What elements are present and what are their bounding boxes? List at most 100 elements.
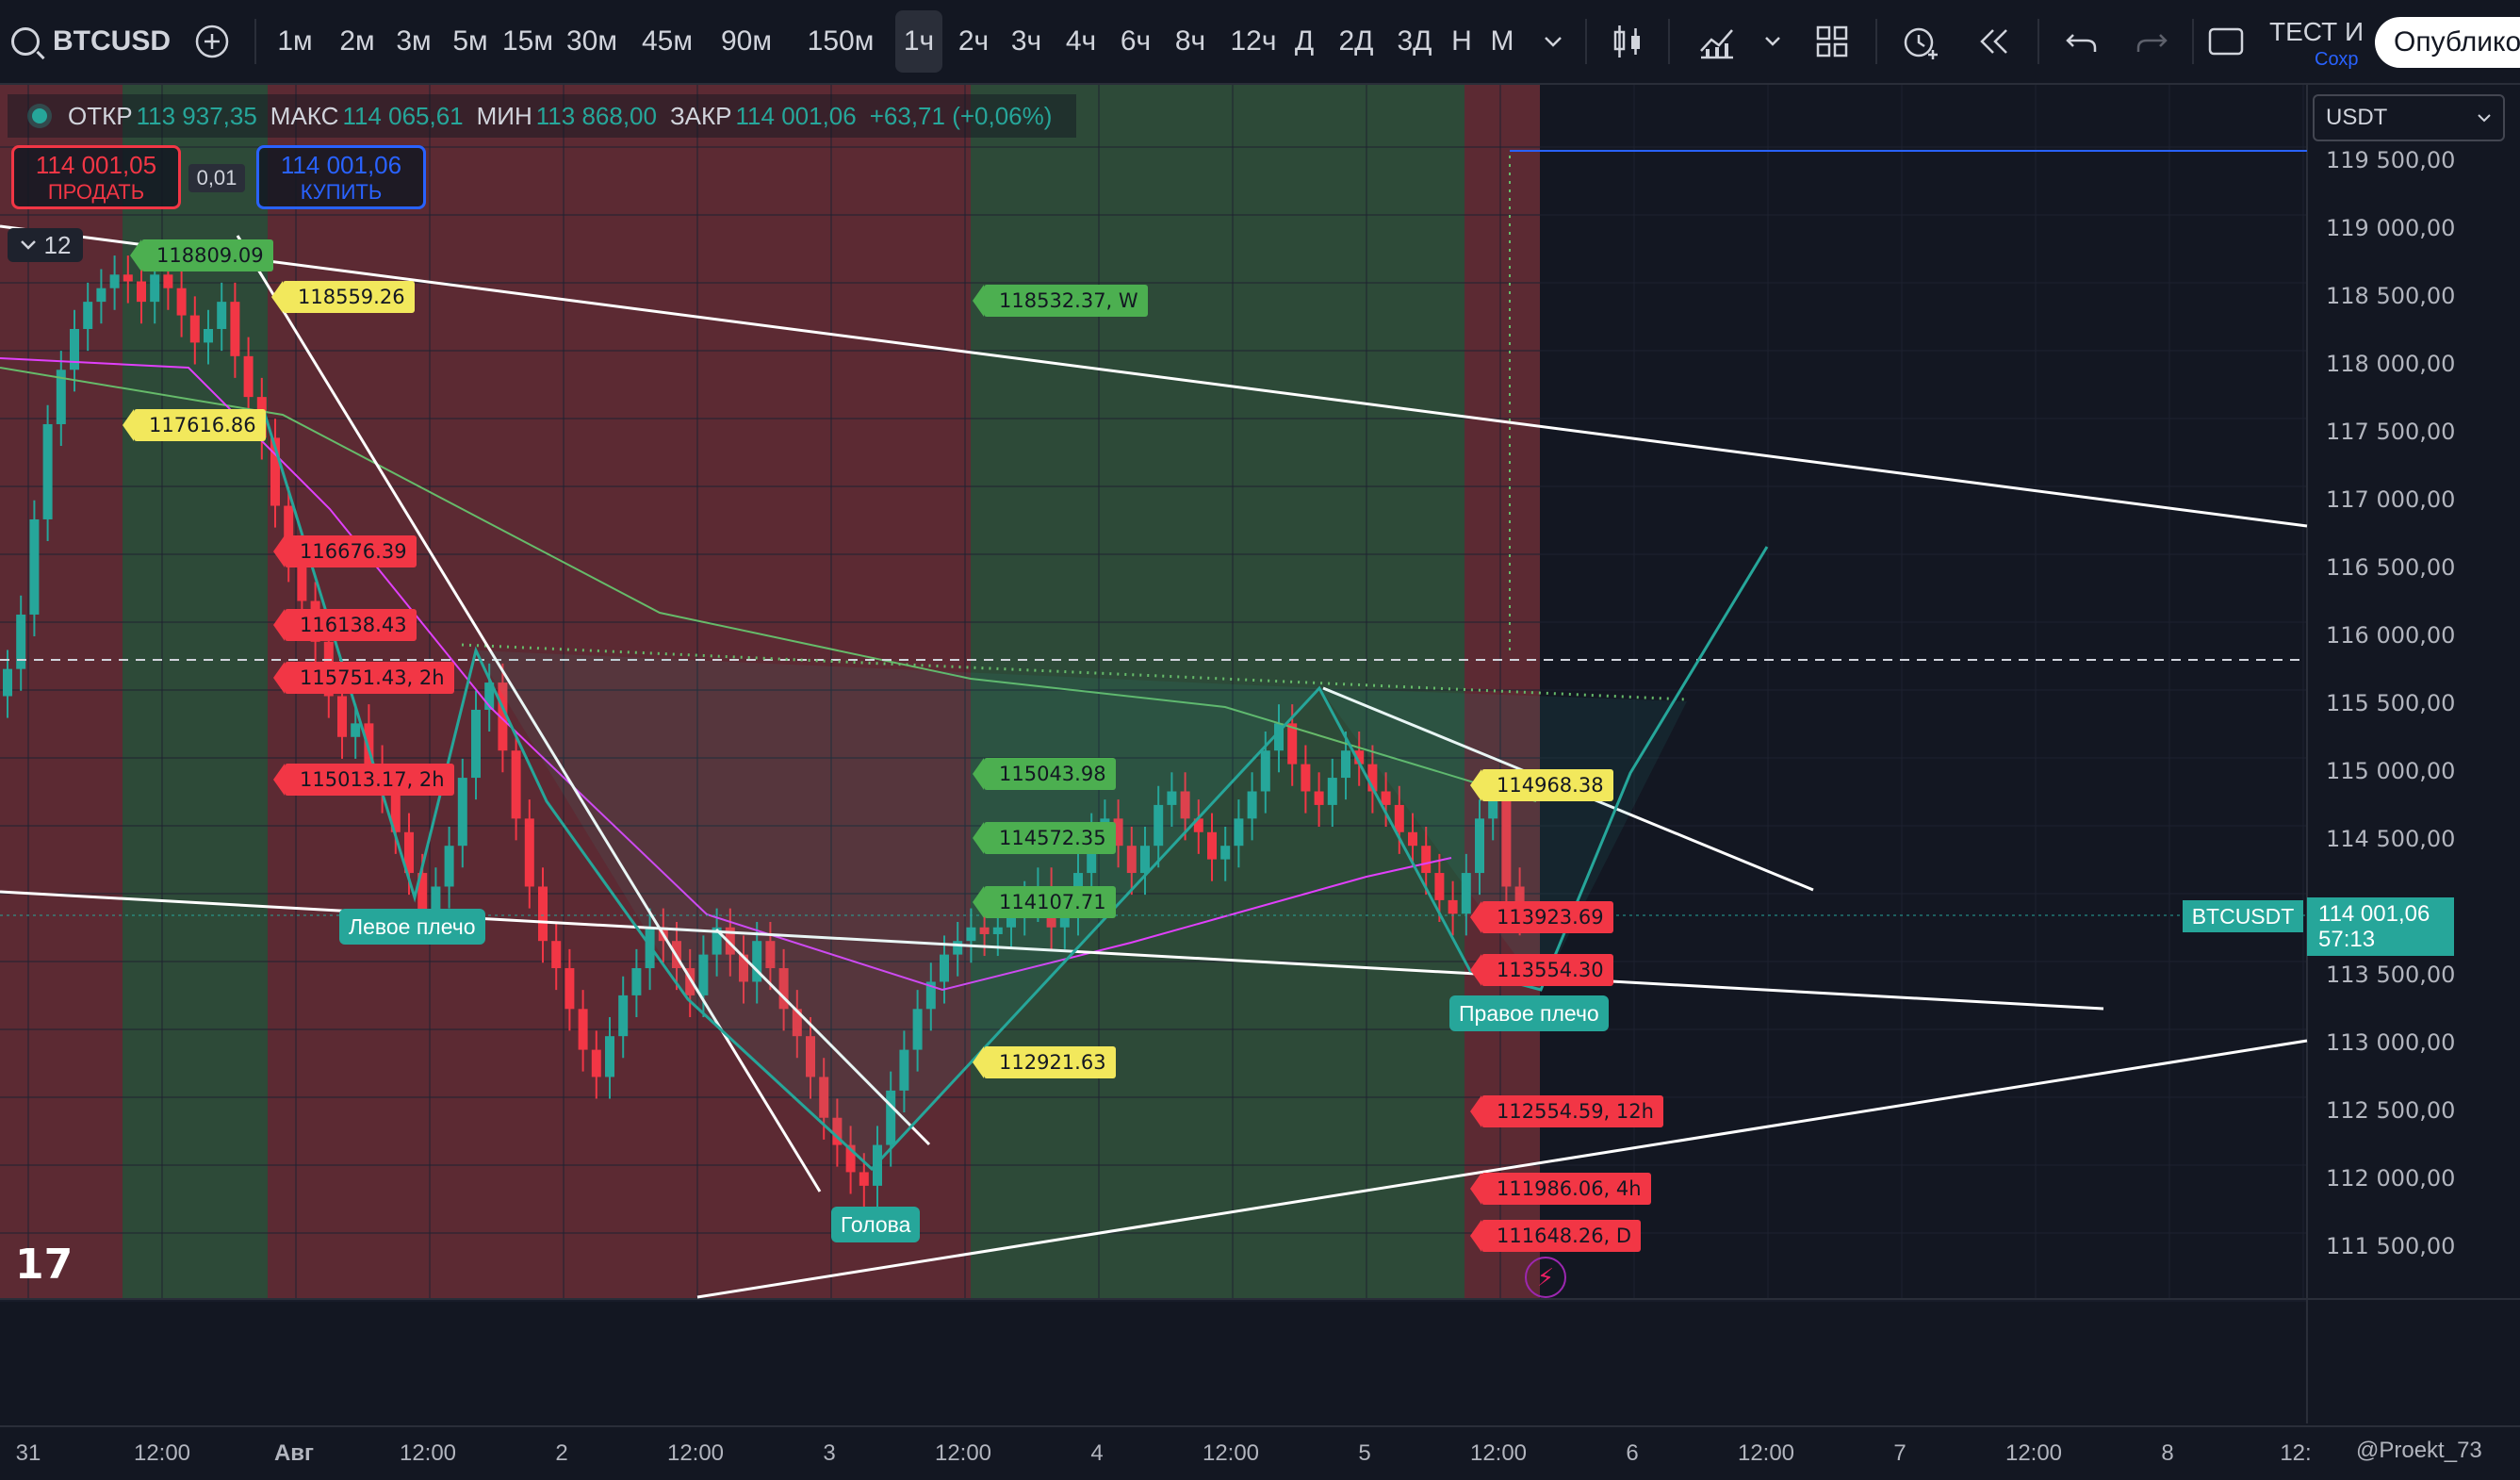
fullscreen-button[interactable] — [2205, 0, 2247, 83]
candle-body — [1006, 913, 1016, 928]
candle-body — [1314, 791, 1324, 805]
top-toolbar: BTCUSD 1м 2м 3м 5м 15м 30м 45м 90м 150м 1ч 2ч 3ч 4ч 6… — [0, 0, 2520, 85]
candle-body — [1461, 873, 1471, 914]
level-label[interactable]: 111648.26, D — [1469, 1220, 1642, 1252]
quantity-field[interactable]: 0,01 — [188, 164, 245, 192]
candle-body — [204, 328, 213, 343]
plus-circle-icon — [195, 25, 229, 58]
level-label[interactable]: 113554.30 — [1470, 954, 1613, 986]
time-tick: 4 — [1090, 1440, 1104, 1466]
indicators-button[interactable] — [1696, 0, 1738, 83]
interval-5[interactable]: 30м — [566, 25, 617, 57]
interval-7[interactable]: 90м — [721, 25, 772, 57]
interval-20[interactable]: М — [1490, 25, 1514, 57]
indicators-dropdown[interactable] — [1759, 0, 1787, 83]
level-label[interactable]: 114107.71 — [973, 886, 1116, 918]
candle-body — [351, 723, 361, 737]
redo-button[interactable] — [2132, 0, 2173, 83]
level-label[interactable]: 116138.43 — [273, 609, 417, 641]
undo-button[interactable] — [2060, 0, 2102, 83]
level-label[interactable]: 118559.26 — [271, 281, 415, 313]
interval-10[interactable]: 2ч — [957, 25, 990, 57]
level-label[interactable]: 113923.69 — [1470, 901, 1613, 933]
layouts-button[interactable] — [1811, 0, 1853, 83]
left-shoulder-label[interactable]: Левое плечо — [339, 909, 485, 945]
interval-8[interactable]: 150м — [807, 25, 875, 57]
level-label[interactable]: 115751.43, 2h — [273, 662, 454, 694]
head-label[interactable]: Голова — [831, 1207, 921, 1242]
interval-6[interactable]: 45м — [642, 25, 693, 57]
candle-body — [1448, 899, 1458, 914]
candle-body — [1408, 831, 1417, 847]
candle-body — [538, 886, 548, 942]
price-tick: 116 000,00 — [2326, 622, 2456, 649]
candle-body — [1247, 791, 1257, 819]
interval-11[interactable]: 3ч — [1010, 25, 1042, 57]
interval-15[interactable]: 12ч — [1230, 25, 1277, 57]
interval-1[interactable]: 2м — [339, 25, 375, 57]
price-tick: 117 500,00 — [2326, 419, 2456, 445]
interval-3[interactable]: 5м — [452, 25, 488, 57]
level-label[interactable]: 116676.39 — [273, 535, 417, 567]
level-label[interactable]: 112554.59, 12h — [1470, 1095, 1663, 1127]
chart-type-button[interactable] — [1608, 0, 1647, 83]
interval-18[interactable]: 3Д — [1397, 25, 1432, 57]
candle-body — [444, 846, 454, 887]
candle-body — [1354, 750, 1365, 765]
layout-name[interactable]: ТЕСТ И — [2269, 17, 2365, 46]
add-symbol-button[interactable] — [188, 0, 236, 83]
candle-body — [1514, 886, 1525, 914]
level-label[interactable]: 114968.38 — [1470, 769, 1613, 801]
collapse-indicators-button[interactable]: 12 — [8, 228, 83, 262]
toolbar-separator — [2037, 19, 2039, 64]
level-label[interactable]: 112921.63 — [973, 1046, 1116, 1078]
interval-dropdown-button[interactable] — [1536, 0, 1570, 83]
candle-body — [1301, 764, 1311, 792]
candle-body — [725, 927, 735, 955]
level-label[interactable]: 114572.35 — [973, 822, 1116, 854]
interval-13[interactable]: 6ч — [1120, 25, 1152, 57]
currency-select[interactable]: USDT — [2313, 94, 2505, 141]
candle-body — [712, 927, 722, 955]
last-price-marker: 114 001,06 57:13 — [2307, 897, 2454, 956]
interval-12[interactable]: 4ч — [1065, 25, 1097, 57]
alert-button[interactable] — [1900, 0, 1941, 83]
price-tick: 115 000,00 — [2326, 758, 2456, 784]
interval-19[interactable]: Н — [1451, 25, 1472, 57]
time-axis[interactable]: 31 12:00 Авг 12:00 2 12:00 3 12:00 4 12:00 5 12:00 6… — [0, 1425, 2520, 1480]
replay-button[interactable] — [1973, 0, 2015, 83]
interval-2[interactable]: 3м — [396, 25, 432, 57]
symbol-search-button[interactable]: BTCUSD — [11, 0, 171, 83]
candle-body — [1367, 764, 1378, 792]
interval-16[interactable]: Д — [1294, 25, 1315, 57]
level-label[interactable]: 115043.98 — [973, 758, 1116, 790]
interval-0[interactable]: 1м — [277, 25, 313, 57]
interval-14[interactable]: 8ч — [1174, 25, 1206, 57]
candle-body — [70, 328, 79, 370]
right-shoulder-label[interactable]: Правое плечо — [1449, 995, 1609, 1031]
interval-9[interactable]: 1ч — [895, 10, 942, 73]
save-status[interactable]: Сохр — [2315, 49, 2359, 70]
level-label[interactable]: 111986.06, 4h — [1470, 1173, 1651, 1205]
sell-label: ПРОДАТЬ — [47, 179, 145, 204]
level-label[interactable]: 118532.37, W — [973, 285, 1148, 317]
sell-button[interactable]: 114 001,05 ПРОДАТЬ — [11, 145, 181, 209]
level-label[interactable]: 117616.86 — [123, 409, 266, 441]
candle-body — [1140, 846, 1150, 874]
level-label[interactable]: 118809.09 — [130, 239, 273, 271]
candle-body — [511, 750, 521, 819]
lightning-icon[interactable]: ⚡ — [1525, 1257, 1566, 1298]
level-label[interactable]: 115013.17, 2h — [273, 764, 454, 796]
market-status-icon — [32, 108, 47, 123]
candle-body — [1381, 791, 1391, 805]
interval-17[interactable]: 2Д — [1338, 25, 1374, 57]
symbol-name: BTCUSD — [53, 25, 171, 57]
price-tick: 118 000,00 — [2326, 351, 2456, 377]
interval-4[interactable]: 15м — [502, 25, 553, 57]
tradingview-logo[interactable]: 17 — [15, 1241, 74, 1289]
candle-body — [1260, 750, 1270, 792]
time-tick: 8 — [2161, 1440, 2174, 1466]
publish-button[interactable]: Опублико — [2375, 17, 2520, 68]
buy-button[interactable]: 114 001,06 КУПИТЬ — [256, 145, 426, 209]
price-tick: 118 500,00 — [2326, 283, 2456, 309]
